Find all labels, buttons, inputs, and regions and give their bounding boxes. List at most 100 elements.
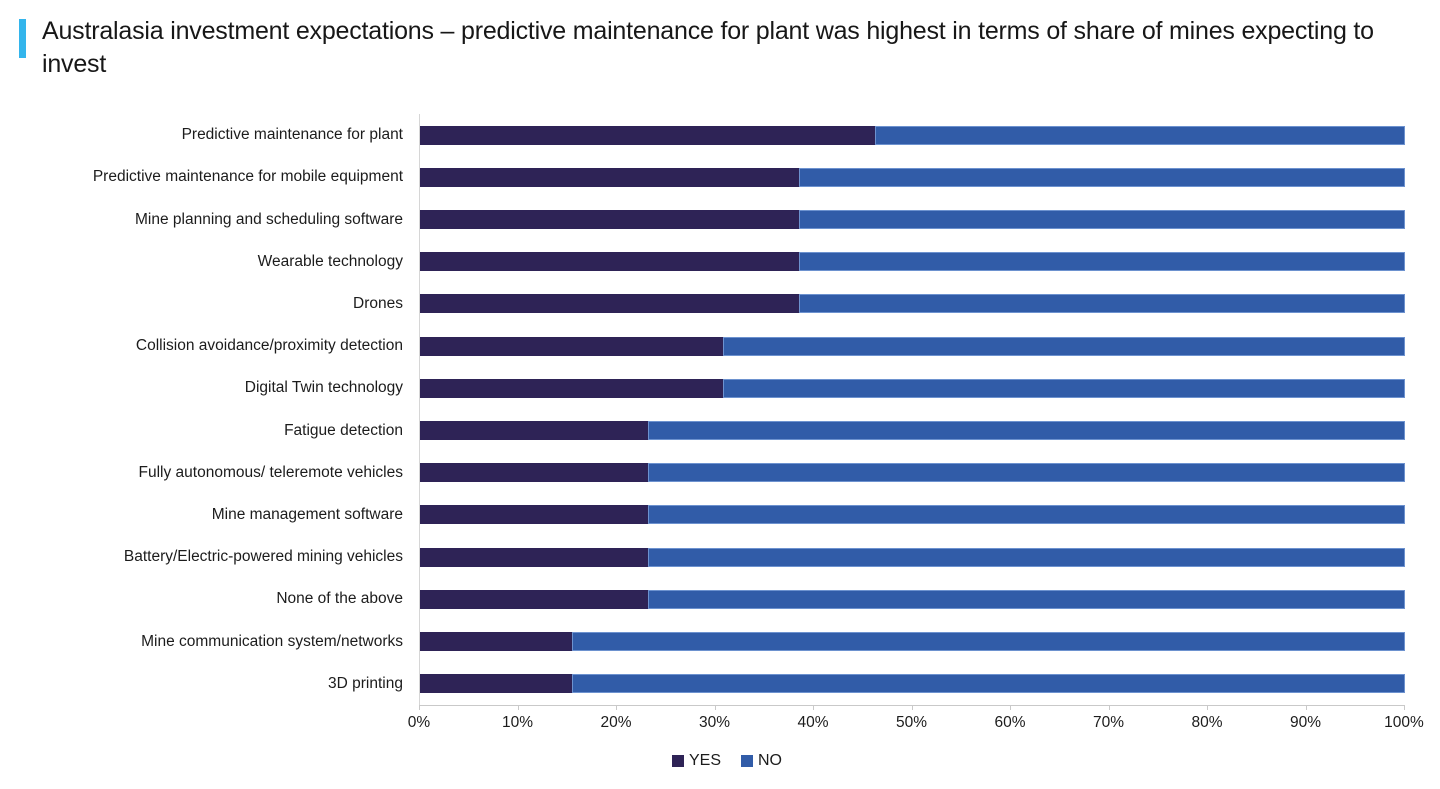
chart-row (420, 536, 1405, 578)
bar-segment-no (647, 463, 1405, 483)
chart-row (420, 620, 1405, 662)
x-axis-tick-mark (517, 705, 519, 710)
bar-track (420, 589, 1405, 609)
bar-segment-yes (420, 632, 572, 652)
x-axis-tick-label: 100% (1384, 714, 1424, 731)
legend-item: YES (671, 752, 721, 770)
chart-row (420, 578, 1405, 620)
x-axis-tick-mark (714, 705, 716, 710)
bar-segment-yes (420, 378, 724, 398)
bar-segment-yes (420, 505, 648, 525)
category-label: Collision avoidance/proximity detection (135, 337, 403, 355)
chart-row (420, 494, 1405, 536)
x-axis-tick-mark (911, 705, 913, 710)
bar-track (420, 463, 1405, 483)
x-axis-tick-label: 0% (407, 714, 431, 731)
x-axis: 0% 10% 20% 30% 40% 50% 60% 70% 80% 90% 100% (408, 705, 1424, 739)
x-axis-tick-label: 60% (994, 714, 1026, 731)
title-accent-bar (19, 19, 26, 58)
x-axis-tick-mark (1108, 705, 1110, 710)
bar-segment-no (571, 674, 1405, 694)
category-label: 3D printing (328, 674, 403, 692)
category-label: Digital Twin technology (244, 379, 403, 397)
legend-item: NO (741, 752, 782, 770)
bar-segment-yes (420, 252, 800, 272)
legend-swatch (671, 755, 684, 767)
category-label: Wearable technology (257, 252, 403, 270)
plot-area (419, 114, 1405, 706)
bar-segment-no (571, 632, 1405, 652)
x-axis-tick-mark (419, 705, 420, 710)
chart-row (420, 241, 1405, 283)
bar-segment-yes (420, 589, 648, 609)
bar-segment-yes (420, 421, 648, 441)
bar-track (420, 167, 1405, 187)
bar-segment-no (799, 252, 1405, 272)
category-label: Predictive maintenance for plant (181, 126, 403, 144)
chart-row (420, 325, 1405, 367)
bar-track (420, 294, 1405, 314)
x-axis-tick-label: 80% (1191, 714, 1223, 731)
category-axis: Predictive maintenance for plant Predicti… (0, 114, 403, 705)
bar-segment-no (875, 125, 1405, 145)
category-label: None of the above (276, 590, 403, 608)
bar-segment-yes (420, 674, 572, 694)
bar-track (420, 674, 1405, 694)
bar-segment-yes (420, 463, 648, 483)
x-axis-tick-mark (1207, 705, 1208, 710)
x-axis-tick-label: 40% (797, 714, 829, 731)
bar-segment-yes (420, 336, 724, 356)
chart-legend: YES NO (0, 752, 1440, 770)
bar-track (420, 505, 1405, 525)
x-axis-tick-label: 30% (698, 714, 731, 731)
chart-row (420, 663, 1405, 705)
category-label: Fully autonomous/ teleremote vehicles (138, 463, 404, 481)
bar-track (420, 421, 1405, 441)
x-axis-tick-label: 90% (1289, 714, 1322, 731)
chart-title: Australasia investment expectations – pr… (42, 17, 1374, 78)
x-axis-tick-mark (813, 705, 814, 710)
x-axis-tick-label: 50% (895, 714, 928, 731)
bar-segment-no (647, 547, 1405, 567)
bar-segment-no (723, 336, 1405, 356)
x-axis-tick-label: 20% (600, 714, 632, 731)
bar-track (420, 547, 1405, 567)
chart-row (420, 283, 1405, 325)
chart-row (420, 198, 1405, 240)
x-axis-tick-label: 10% (501, 714, 534, 731)
chart-row (420, 114, 1405, 156)
category-label: Drones (353, 294, 403, 312)
x-axis-tick-mark (1404, 705, 1405, 710)
chart-row (420, 409, 1405, 451)
bar-track (420, 378, 1405, 398)
category-label: Mine management software (211, 505, 403, 523)
bar-segment-no (647, 589, 1405, 609)
bar-track (420, 210, 1405, 229)
chart-row (420, 156, 1405, 198)
bar-track (420, 336, 1405, 356)
bar-segment-yes (420, 210, 800, 229)
category-label: Predictive maintenance for mobile equipm… (92, 168, 403, 186)
legend-swatch (741, 755, 753, 767)
bar-segment-yes (420, 125, 876, 145)
bar-track (420, 252, 1405, 272)
category-label: Mine communication system/networks (141, 632, 403, 650)
legend-label: NO (758, 752, 782, 769)
bar-segment-yes (420, 294, 800, 314)
category-label: Battery/Electric-powered mining vehicles (123, 548, 403, 566)
x-axis-tick-mark (1305, 705, 1307, 710)
bar-track (420, 125, 1405, 145)
category-label: Fatigue detection (284, 421, 403, 439)
chart-row (420, 452, 1405, 494)
x-axis-tick-label: 70% (1092, 714, 1125, 731)
bar-segment-yes (420, 167, 800, 187)
bar-track (420, 632, 1405, 652)
chart-row (420, 367, 1405, 409)
bar-segment-no (799, 167, 1405, 187)
chart-header: Australasia investment expectations – pr… (19, 15, 1387, 80)
bar-segment-no (647, 505, 1405, 525)
x-axis-tick-mark (616, 705, 617, 710)
category-label: Mine planning and scheduling software (135, 210, 403, 228)
bar-segment-no (647, 421, 1405, 441)
bar-segment-no (723, 378, 1405, 398)
